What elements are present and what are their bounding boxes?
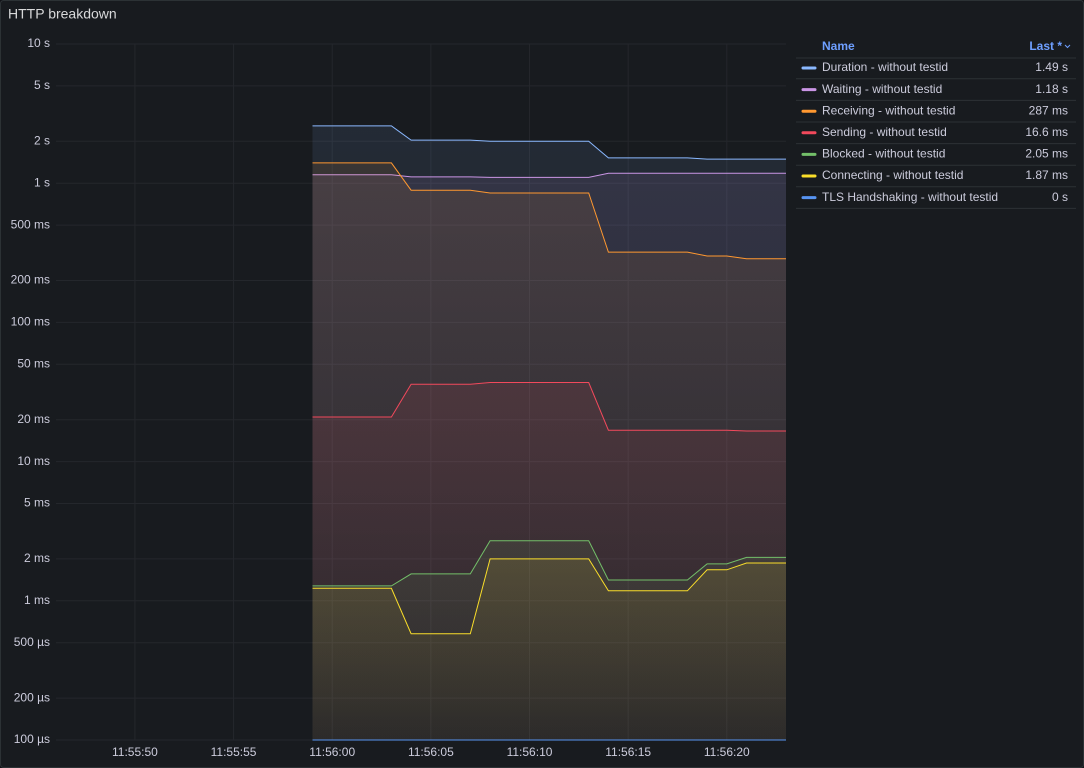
legend-header-last[interactable]: Last * [1029,39,1062,53]
y-tick-label: 500 µs [14,635,50,649]
x-tick-label: 11:56:00 [309,745,355,759]
legend-name: TLS Handshaking - without testid [822,190,998,204]
y-tick-label: 200 ms [11,273,50,287]
panel-title: HTTP breakdown [8,6,117,22]
x-tick-label: 11:56:15 [605,745,651,759]
legend-name: Connecting - without testid [822,168,963,182]
series-line [312,382,786,432]
y-tick-label: 500 ms [11,217,50,231]
series-line [312,172,786,178]
y-tick-label: 1 s [34,175,50,189]
series-line [312,558,786,635]
x-tick-label: 11:55:55 [211,745,257,759]
series-line [312,540,786,587]
series-line [312,162,786,260]
legend-name: Duration - without testid [822,60,948,74]
y-tick-label: 2 ms [24,551,50,565]
y-tick-label: 100 µs [14,732,50,746]
legend-last: 1.49 s [1035,60,1068,74]
legend-last: 1.87 ms [1025,168,1068,182]
legend-last: 287 ms [1029,103,1068,117]
sort-icon [1064,44,1071,49]
legend-name: Receiving - without testid [822,103,955,117]
legend-name: Blocked - without testid [822,147,945,161]
series-line [312,125,786,160]
legend-name: Sending - without testid [822,125,947,139]
legend-last: 1.18 s [1035,82,1068,96]
y-tick-label: 100 ms [11,315,50,329]
y-tick-label: 1 ms [24,593,50,607]
y-tick-label: 2 s [34,133,50,147]
legend-last: 2.05 ms [1025,147,1068,161]
y-tick-label: 200 µs [14,690,50,704]
y-tick-label: 5 ms [24,496,50,510]
y-tick-label: 10 ms [17,454,50,468]
y-tick-label: 50 ms [17,356,50,370]
x-tick-label: 11:56:20 [704,745,750,759]
y-tick-label: 5 s [34,78,50,92]
legend-last: 0 s [1052,190,1068,204]
x-tick-label: 11:56:05 [408,745,454,759]
series-area [312,558,786,740]
legend-header-name[interactable]: Name [822,39,855,53]
x-tick-label: 11:56:10 [507,745,553,759]
legend-last: 16.6 ms [1025,125,1068,139]
y-tick-label: 10 s [27,36,50,50]
x-tick-label: 11:55:50 [112,745,158,759]
legend-name: Waiting - without testid [822,82,942,96]
y-tick-label: 20 ms [17,412,50,426]
